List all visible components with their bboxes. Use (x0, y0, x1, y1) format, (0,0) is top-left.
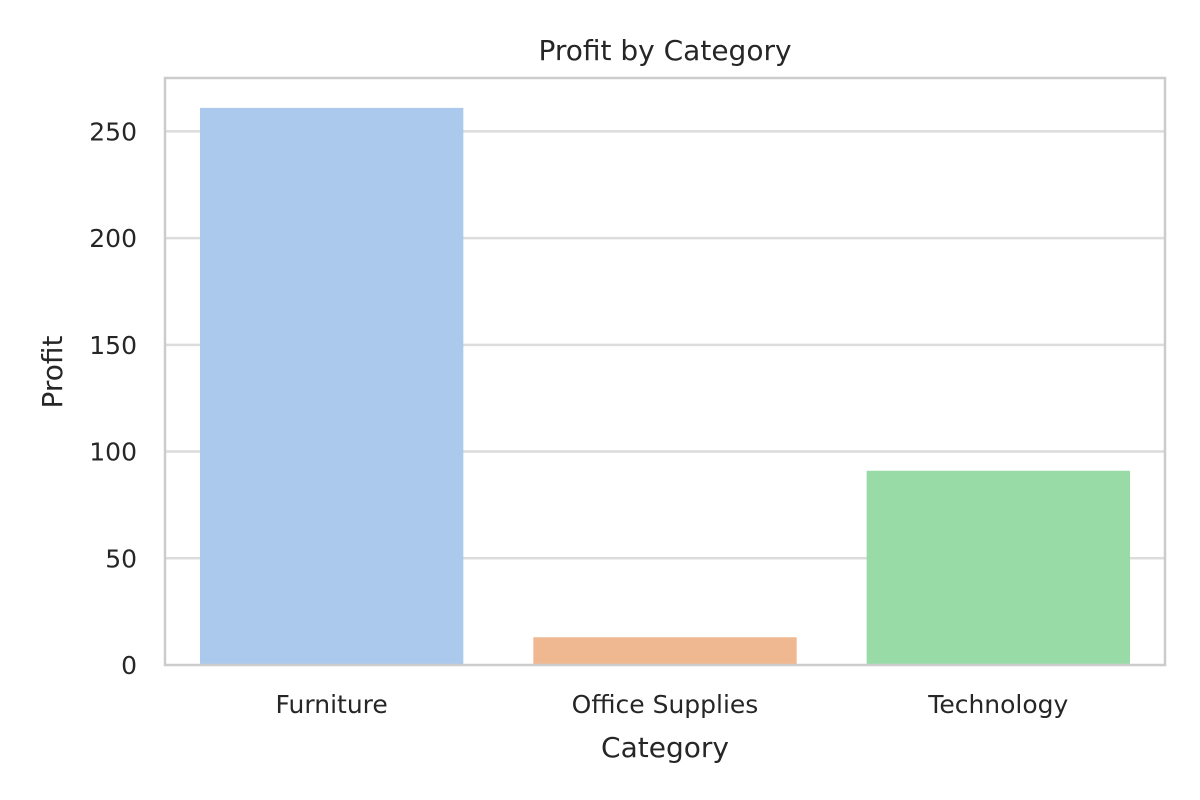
y-tick-label: 50 (105, 544, 137, 573)
y-axis-label: Profit (36, 335, 69, 408)
y-tick-label: 100 (89, 438, 137, 467)
bars (200, 107, 1130, 665)
y-tick-label: 0 (121, 651, 137, 680)
x-tick-label: Furniture (276, 690, 388, 719)
y-tick-labels: 0 50 100 150 200 250 (89, 117, 137, 680)
chart-title: Profit by Category (538, 34, 791, 67)
plot-frame (163, 76, 1167, 667)
x-tick-label: Office Supplies (572, 690, 759, 719)
y-tick-label: 250 (89, 117, 137, 146)
bar (533, 637, 797, 665)
x-tick-label: Technology (927, 690, 1068, 719)
y-tick-label: 150 (89, 331, 137, 360)
y-tick-label: 200 (89, 224, 137, 253)
bar (200, 107, 464, 665)
bar (866, 470, 1130, 665)
x-tick-labels: Furniture Office Supplies Technology (276, 690, 1069, 719)
x-axis-label: Category (601, 731, 729, 764)
